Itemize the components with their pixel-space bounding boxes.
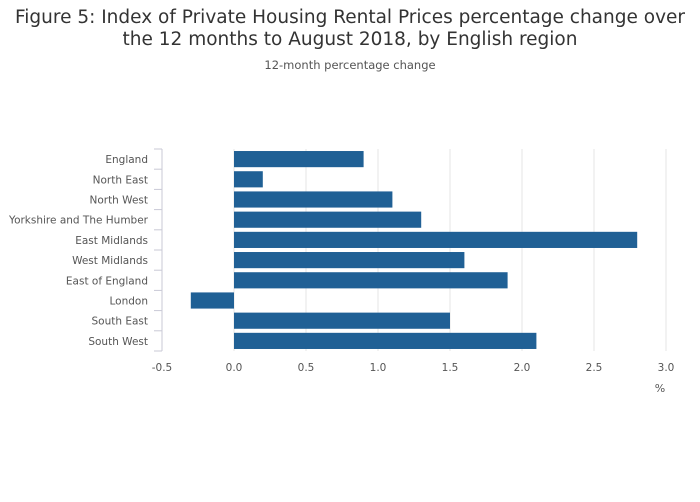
- category-label: North West: [89, 195, 148, 207]
- category-label: East of England: [66, 275, 148, 287]
- x-tick-label: -0.5: [152, 362, 173, 374]
- y-axis: [154, 148, 163, 352]
- x-tick-label: 1.0: [370, 362, 387, 374]
- category-label: London: [110, 296, 149, 308]
- bar-south-east: [234, 312, 450, 329]
- x-tick-label: 1.5: [442, 362, 459, 374]
- x-tick-label: 3.0: [658, 362, 675, 374]
- x-tick-labels: -0.5 0.0 0.5 1.0 1.5 2.0 2.5 3.0: [152, 362, 675, 374]
- category-label: West Midlands: [72, 255, 148, 267]
- x-tick-label: 2.0: [514, 362, 531, 374]
- bar-east-of-england: [234, 272, 508, 289]
- x-tick-label: 0.5: [298, 362, 315, 374]
- category-label: South East: [91, 316, 148, 328]
- category-label: Yorkshire and The Humber: [8, 215, 149, 227]
- bar-england: [234, 151, 364, 168]
- bar-yorkshire-and-the-humber: [234, 211, 422, 228]
- category-label: East Midlands: [75, 235, 148, 247]
- bar-north-east: [234, 171, 263, 188]
- chart-title: Figure 5: Index of Private Housing Renta…: [14, 7, 686, 50]
- x-tick-label: 2.5: [586, 362, 603, 374]
- bar-london: [190, 292, 234, 309]
- category-label: England: [105, 154, 148, 166]
- x-axis-label: %: [655, 382, 665, 395]
- category-labels: England North East North West Yorkshire and…: [8, 154, 149, 348]
- bar-north-west: [234, 191, 393, 208]
- bar-west-midlands: [234, 252, 465, 269]
- bars: [190, 151, 638, 349]
- x-tick-label: 0.0: [226, 362, 243, 374]
- category-label: North East: [93, 174, 148, 186]
- category-label: South West: [88, 336, 148, 348]
- bar-south-west: [234, 332, 537, 349]
- bar-east-midlands: [234, 231, 638, 248]
- chart-subtitle: 12-month percentage change: [264, 58, 436, 72]
